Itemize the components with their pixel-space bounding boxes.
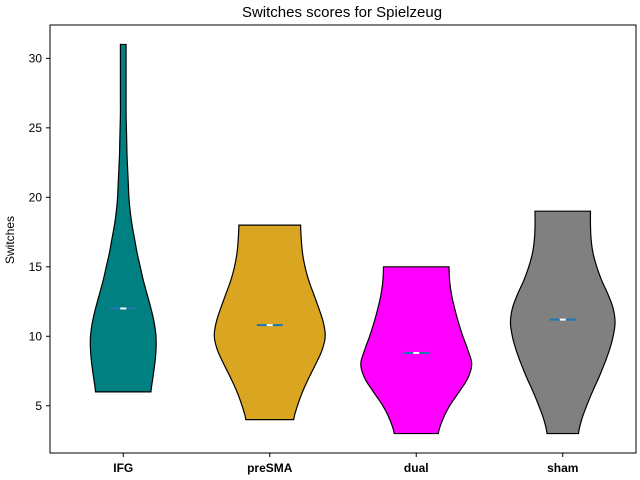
plot-frame: [49, 24, 637, 454]
x-tick-label-dual: dual: [404, 461, 429, 475]
axes-layer: IFG preSMA dual sham 5 10 15 20 25 30: [29, 24, 637, 475]
y-tick-label-20: 20: [29, 190, 43, 204]
y-tick-label-10: 10: [29, 329, 43, 343]
violin-preSMA: [213, 224, 326, 421]
violin-sham: [509, 210, 616, 435]
x-tick-label-IFG: IFG: [113, 461, 133, 475]
x-tick-label-preSMA: preSMA: [247, 461, 293, 475]
chart-title: Switches scores for Spielzeug: [242, 4, 442, 21]
y-tick-label-25: 25: [29, 121, 43, 135]
y-tick-label-5: 5: [35, 399, 42, 413]
y-axis-label: Switches: [3, 216, 17, 264]
y-tick-label-15: 15: [29, 260, 43, 274]
y-tick-label-30: 30: [29, 51, 43, 65]
violin-dual: [360, 266, 473, 435]
x-tick-label-sham: sham: [547, 461, 578, 475]
violin-IFG: [89, 43, 157, 393]
violins-layer: [89, 43, 616, 435]
